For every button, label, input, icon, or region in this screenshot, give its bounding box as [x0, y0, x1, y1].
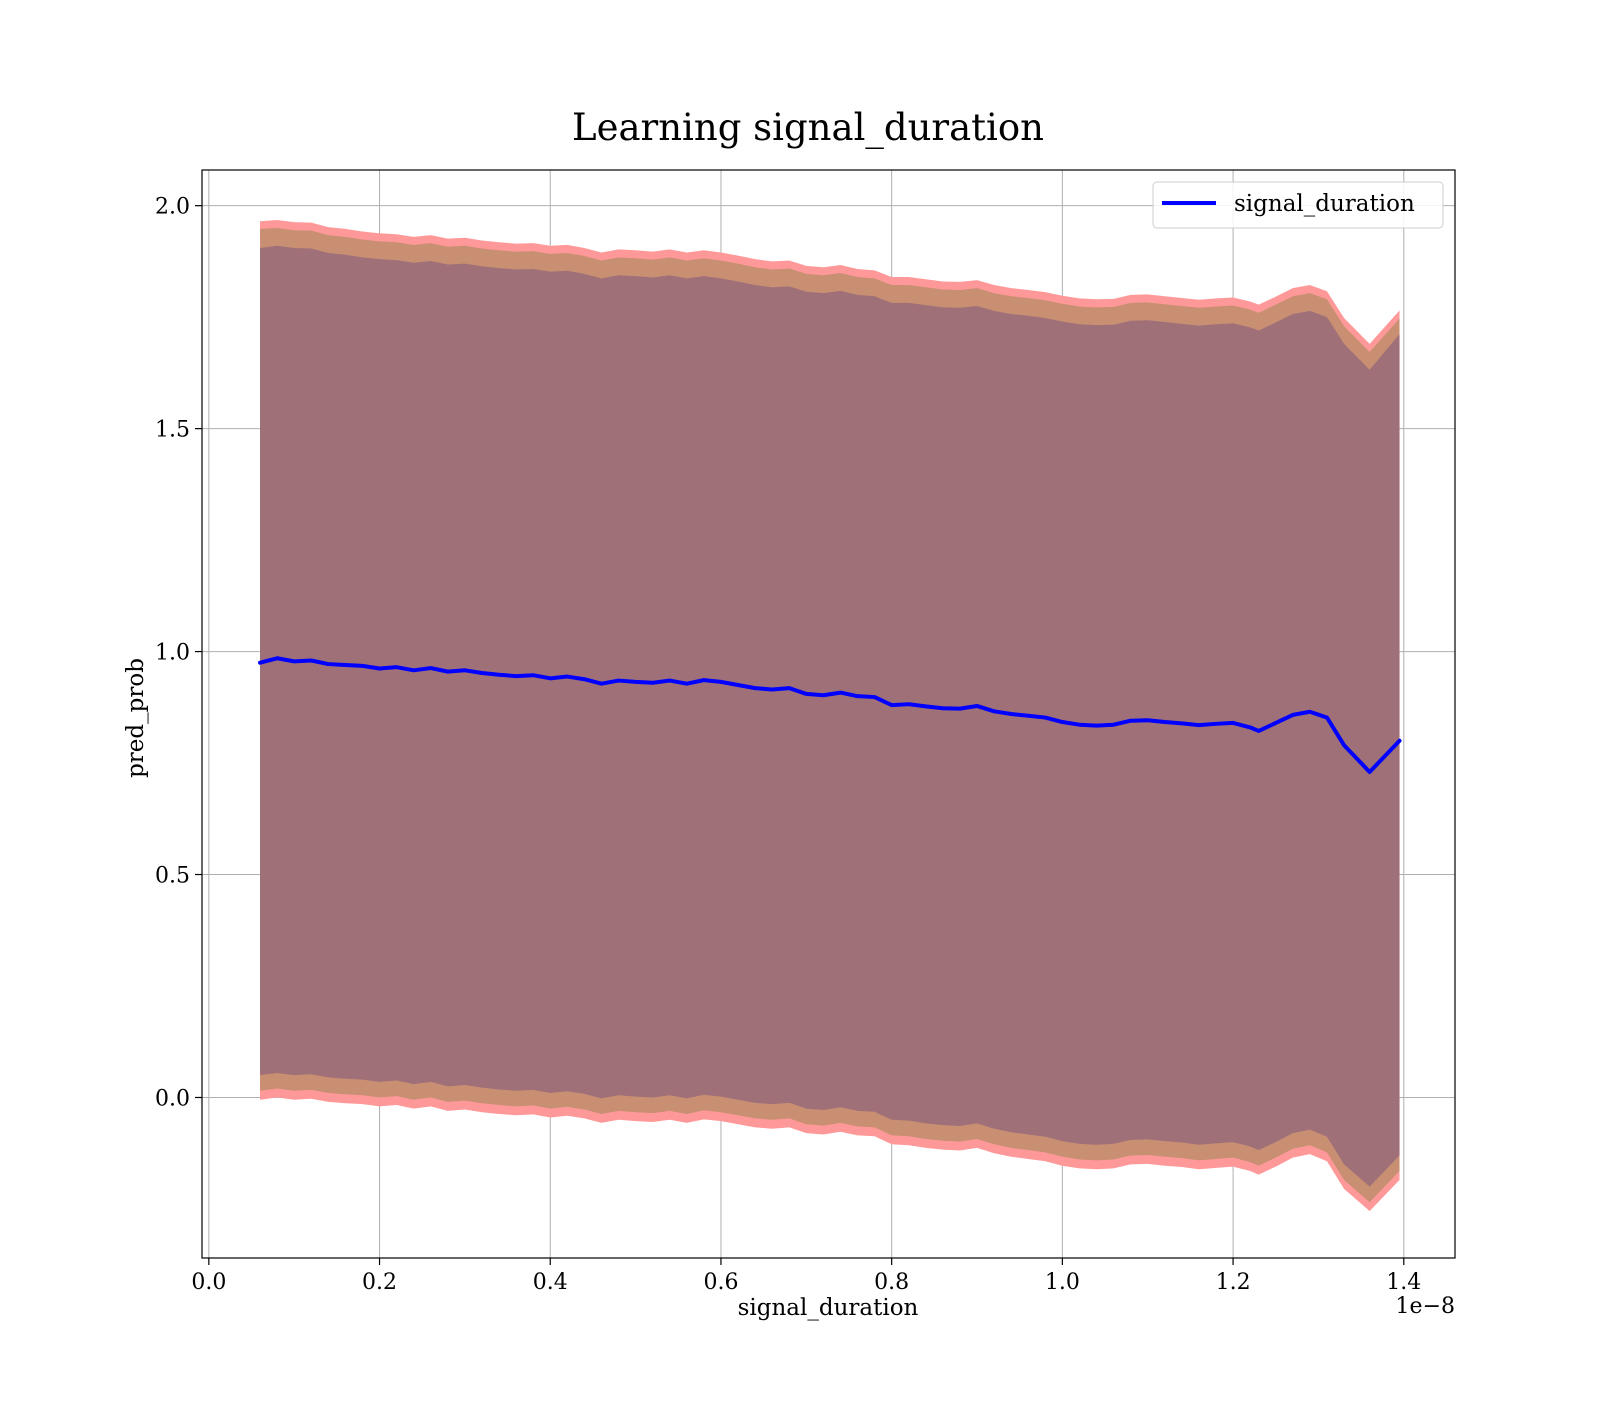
confidence-bands [260, 219, 1400, 1212]
y-tick-label: 1.0 [155, 641, 190, 666]
legend-label: signal_duration [1234, 191, 1415, 217]
y-tick-label: 0.0 [155, 1086, 190, 1111]
y-tick-label: 2.0 [155, 195, 190, 220]
series-lines [258, 656, 1402, 774]
y-tick-label: 0.5 [155, 864, 190, 889]
x-tick-label: 0.8 [874, 1270, 909, 1295]
x-tick-label: 1.4 [1386, 1270, 1421, 1295]
x-tick-label: 0.6 [703, 1270, 738, 1295]
x-tick-label: 0.2 [362, 1270, 397, 1295]
plot-frame [201, 169, 1456, 1259]
x-axis-offset-label: 1e−8 [1396, 1294, 1455, 1319]
chart-title: Learning signal_duration [572, 106, 1044, 150]
series-line-signal-duration [258, 656, 1402, 774]
x-tick-label: 1.2 [1216, 1270, 1251, 1295]
x-axis-ticks: 0.0 0.2 0.4 0.6 0.8 1.0 1.2 1.4 [191, 1258, 1421, 1295]
x-tick-label: 1.0 [1045, 1270, 1080, 1295]
legend: signal_duration [1152, 181, 1444, 229]
y-axis-title: pred_prob [123, 658, 149, 778]
legend-box [1152, 181, 1444, 229]
y-axis-ticks: 0.0 0.5 1.0 1.5 2.0 [155, 195, 202, 1111]
x-tick-label: 0.4 [533, 1270, 568, 1295]
x-axis-title: signal_duration [738, 1295, 919, 1321]
y-tick-label: 1.5 [155, 418, 190, 443]
x-tick-label: 0.0 [191, 1270, 226, 1295]
band-inner [260, 245, 1400, 1187]
